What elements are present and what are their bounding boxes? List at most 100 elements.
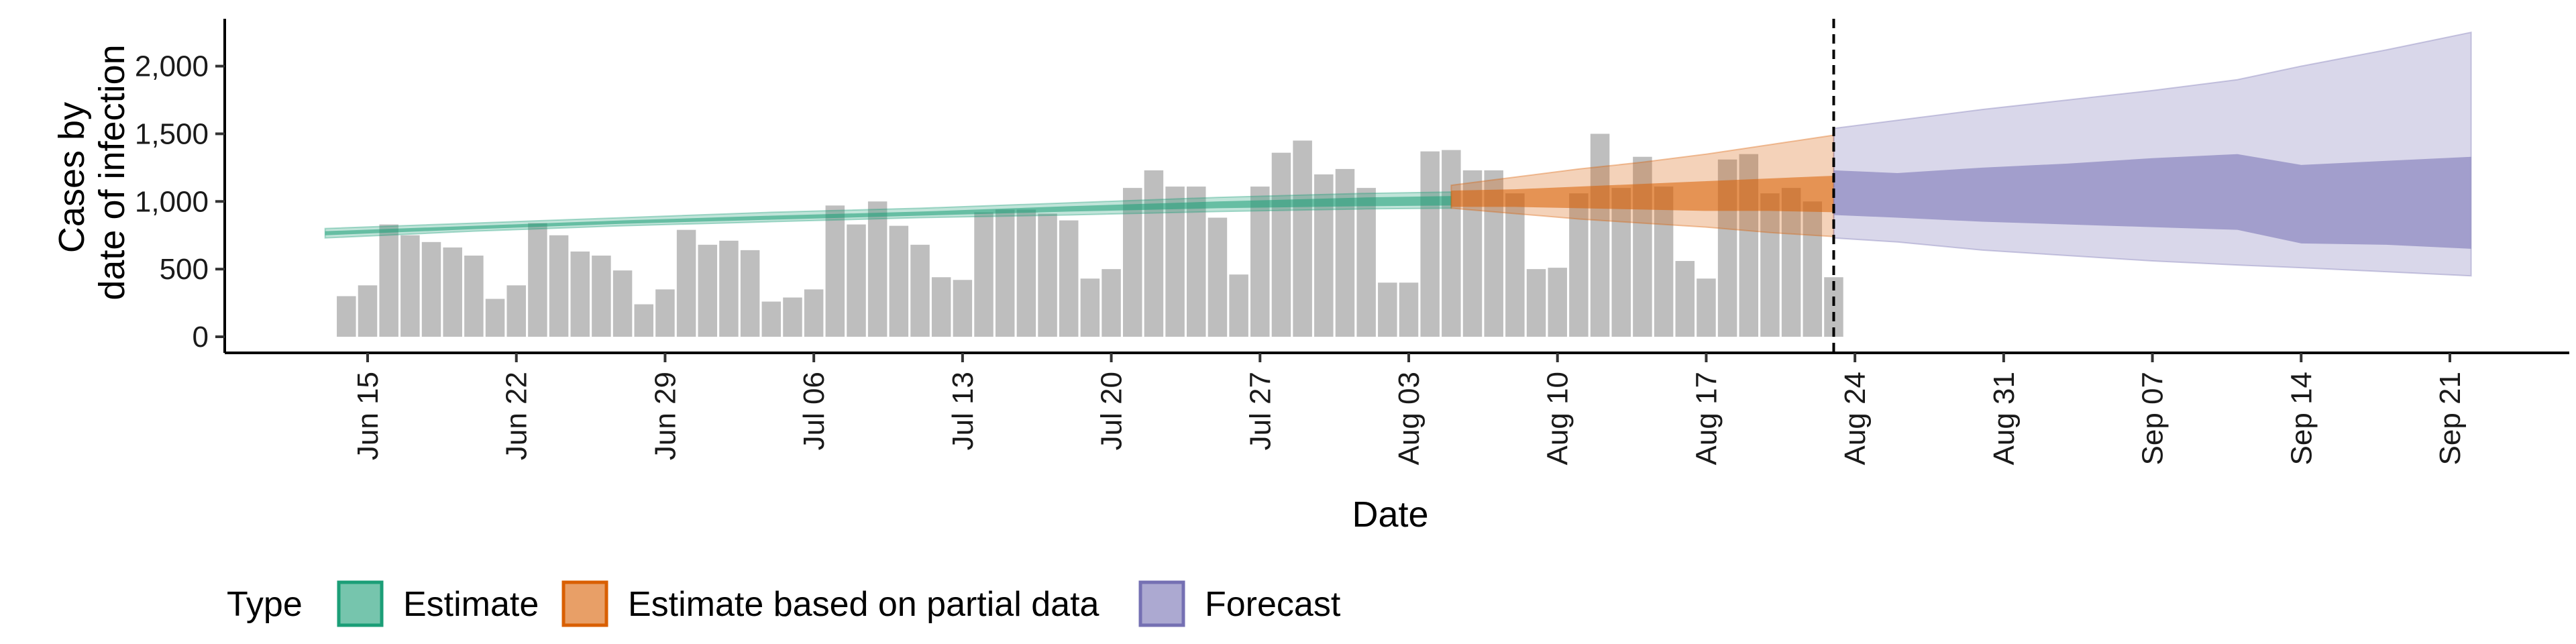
bar — [1102, 269, 1121, 337]
bar — [1505, 193, 1525, 337]
bar — [698, 244, 718, 337]
bar — [1803, 201, 1823, 337]
y-tick-label: 500 — [160, 253, 209, 286]
legend-label: Estimate — [403, 585, 539, 624]
x-axis-ticks: Jun 15 Jun 22 Jun 29 Jul 06 Jul 13 Jul 20 Jul … — [352, 353, 2467, 465]
bar — [1229, 274, 1248, 337]
y-axis-title: Cases by date of infection — [52, 44, 132, 300]
bar — [549, 235, 569, 337]
legend-swatch — [561, 580, 608, 627]
legend-item: Estimate — [337, 580, 539, 627]
bar — [1442, 150, 1461, 337]
bar — [421, 241, 441, 337]
bar — [761, 301, 782, 337]
bar — [1378, 282, 1397, 337]
bar — [485, 299, 505, 337]
bar — [995, 209, 1015, 337]
bar — [1526, 269, 1546, 337]
bar — [1697, 278, 1716, 337]
bar — [804, 289, 824, 337]
bar — [1293, 140, 1312, 337]
legend-swatch — [337, 580, 384, 627]
y-axis-ticks: 0 500 1,000 1,500 2,000 — [135, 50, 225, 354]
bar — [783, 297, 802, 337]
y-tick-label: 0 — [193, 321, 209, 354]
bar — [1654, 186, 1674, 337]
bar — [1059, 220, 1079, 337]
x-tick-label: Sep 21 — [2434, 372, 2467, 465]
bar — [931, 277, 951, 337]
y-axis-title-line-1: Cases by — [52, 102, 92, 253]
legend-swatch — [1138, 580, 1185, 627]
bar — [1675, 261, 1695, 337]
bar — [1080, 278, 1100, 337]
inner-interval-band — [1451, 175, 1834, 213]
bar — [867, 201, 888, 337]
bar — [1165, 186, 1185, 337]
y-tick-label: 1,000 — [135, 185, 209, 218]
x-tick-label: Aug 31 — [1988, 372, 2021, 465]
bar — [528, 223, 547, 337]
legend-title: Type — [227, 585, 303, 624]
x-tick-label: Jun 29 — [649, 372, 682, 460]
bar — [910, 244, 930, 337]
bar — [974, 212, 994, 337]
bar — [358, 285, 378, 337]
bar — [889, 225, 909, 337]
bar — [825, 205, 845, 337]
legend: Type Estimate Estimate based on partial d… — [227, 580, 1341, 627]
bar — [1356, 188, 1376, 337]
legend-item: Estimate based on partial data — [561, 580, 1099, 627]
bar — [379, 224, 398, 337]
bar — [570, 251, 590, 337]
bar — [1208, 217, 1228, 337]
legend-label: Estimate based on partial data — [628, 585, 1099, 624]
bar — [634, 304, 654, 337]
x-tick-label: Jun 22 — [500, 372, 533, 460]
bar — [719, 240, 739, 337]
x-tick-label: Jul 13 — [947, 372, 979, 450]
legend-label: Forecast — [1205, 585, 1341, 624]
x-tick-label: Jul 20 — [1095, 372, 1128, 450]
x-tick-label: Aug 17 — [1690, 372, 1723, 465]
bar — [1250, 186, 1270, 337]
bar — [1781, 188, 1801, 337]
x-axis-title: Date — [1352, 494, 1428, 535]
bar — [1399, 282, 1419, 337]
bar — [1548, 268, 1567, 337]
bar — [1760, 193, 1780, 337]
bar — [1187, 186, 1206, 337]
bar — [847, 224, 866, 337]
bar — [506, 285, 526, 337]
x-tick-label: Sep 14 — [2285, 372, 2318, 465]
bar — [1611, 188, 1631, 337]
bar — [953, 280, 973, 337]
bar — [443, 247, 462, 337]
bar — [612, 270, 633, 337]
y-axis-title-line-2: date of infection — [92, 44, 132, 300]
x-tick-label: Jun 15 — [352, 372, 384, 460]
bar — [676, 229, 696, 337]
y-tick-label: 2,000 — [135, 50, 209, 83]
bars-layer — [337, 133, 1843, 337]
legend-item: Forecast — [1138, 580, 1341, 627]
x-tick-label: Aug 03 — [1393, 372, 1426, 465]
bar — [1016, 209, 1036, 337]
bar — [740, 250, 760, 337]
bar — [400, 235, 420, 337]
bar — [592, 255, 611, 337]
series-band — [1450, 134, 1835, 237]
bar — [1569, 193, 1589, 337]
inner-interval-band — [1833, 154, 2471, 249]
bar — [1271, 152, 1291, 337]
bar — [1335, 168, 1355, 337]
axes — [223, 19, 2569, 354]
bar — [1122, 188, 1142, 337]
bar — [337, 296, 356, 337]
bar — [464, 255, 484, 337]
bar — [1590, 133, 1610, 337]
x-tick-label: Aug 24 — [1839, 372, 1872, 465]
series-band — [324, 191, 1452, 239]
bands-layer — [324, 31, 2472, 277]
